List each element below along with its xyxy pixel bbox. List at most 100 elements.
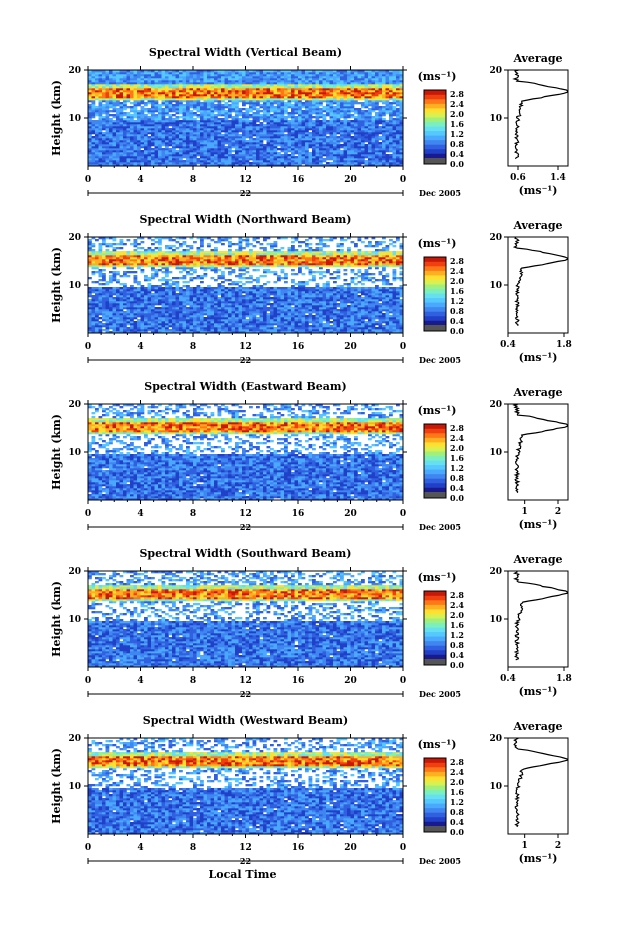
heatmap-cell [347,327,351,330]
heatmap-cell [336,319,341,322]
heatmap-cell [130,154,134,157]
heatmap-cell [284,110,288,113]
heatmap-cell [266,321,271,324]
heatmap-cell [245,86,250,89]
heatmap-cell [273,158,278,161]
heatmap-cell [151,164,155,167]
heatmap-cell [210,76,215,79]
heatmap-cell [305,98,309,101]
heatmap-cell [112,98,117,101]
heatmap-cell [361,319,365,322]
heatmap-cell [308,152,313,155]
heatmap-cell [350,327,355,330]
heatmap-cell [249,86,253,89]
heatmap-cell [294,112,299,115]
heatmap-cell [291,116,295,119]
heatmap-cell [186,323,190,326]
heatmap-cell [172,90,176,93]
heatmap-cell [235,146,239,149]
heatmap-cell [336,126,341,129]
heatmap-cell [343,140,348,143]
heatmap-cell [182,112,187,115]
heatmap-cell [343,72,348,75]
heatmap-cell [312,132,316,135]
heatmap-cell [165,152,169,155]
heatmap-cell [378,108,383,111]
heatmap-cell [126,96,131,99]
heatmap-cell [399,154,404,157]
heatmap-cell [165,160,169,163]
heatmap-cell [396,128,400,131]
heatmap-cell [189,100,194,103]
heatmap-cell [389,74,393,77]
heatmap-cell [144,144,148,147]
heatmap-cell [210,116,215,119]
heatmap-cell [284,120,288,123]
heatmap-cell [312,90,316,93]
heatmap-cell [144,156,148,159]
heatmap-cell [217,126,222,129]
heatmap-cell [158,104,162,107]
heatmap-cell [371,94,376,97]
heatmap-cell [385,96,390,99]
heatmap-cell [312,74,316,77]
heatmap-cell [329,86,334,89]
heatmap-cell [91,329,96,332]
heatmap-cell [172,122,176,125]
heatmap-cell [210,319,215,322]
heatmap-cell [175,329,180,332]
heatmap-cell [319,82,323,85]
heatmap-cell [175,156,180,159]
heatmap-cell [154,146,159,149]
heatmap-cell [399,108,404,111]
heatmap-cell [242,142,246,145]
heatmap-cell [207,160,211,163]
heatmap-cell [347,160,351,163]
heatmap-cell [203,134,208,137]
heatmap-cell [291,100,295,103]
heatmap-cell [371,106,376,109]
heatmap-cell [280,74,285,77]
heatmap-cell [336,146,341,149]
heatmap-cell [95,72,99,75]
heatmap-cell [189,114,194,117]
heatmap-cell [333,120,337,123]
heatmap-cell [350,80,355,83]
heatmap-cell [144,110,148,113]
heatmap-cell [203,327,208,330]
heatmap-cell [175,154,180,157]
heatmap-cell [200,327,204,330]
heatmap-cell [340,327,344,330]
heatmap-cell [109,331,113,334]
heatmap-cell [196,96,201,99]
heatmap-cell [263,144,267,147]
heatmap-cell [189,317,194,320]
heatmap-cell [228,80,232,83]
heatmap-cell [312,116,316,119]
heatmap-cell [175,126,180,129]
heatmap-cell [207,134,211,137]
heatmap-cell [91,158,96,161]
heatmap-cell [399,130,404,133]
heatmap-cell [109,114,113,117]
heatmap-cell [249,98,253,101]
heatmap-cell [88,100,92,103]
heatmap-cell [140,164,145,167]
heatmap-cell [326,319,330,322]
heatmap-cell [343,76,348,79]
heatmap-cell [221,315,225,318]
heatmap-cell [221,126,225,129]
heatmap-cell [329,140,334,143]
heatmap-cell [326,124,330,127]
heatmap-cell [252,112,257,115]
heatmap-cell [231,325,236,328]
heatmap-cell [112,94,117,97]
heatmap-cell [109,144,113,147]
heatmap-cell [298,329,302,332]
heatmap-cell [333,148,337,151]
heatmap-cell [392,142,397,145]
heatmap-cell [284,82,288,85]
heatmap-cell [245,96,250,99]
heatmap-cell [252,74,257,77]
heatmap-cell [305,323,309,326]
